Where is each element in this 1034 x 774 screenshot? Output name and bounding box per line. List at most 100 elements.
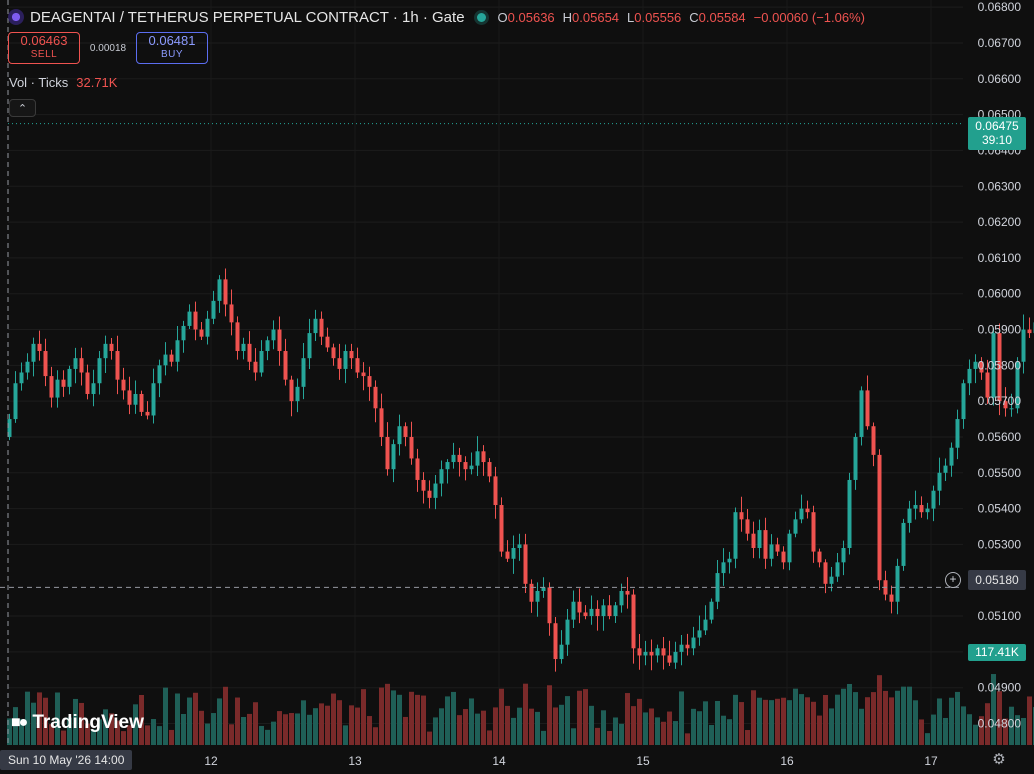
volume-bar [667, 711, 672, 745]
volume-bar [169, 729, 174, 745]
candle-body [733, 512, 738, 559]
volume-bar [847, 683, 852, 745]
volume-bar [523, 683, 528, 745]
volume-bar [595, 727, 600, 745]
volume-bar [727, 719, 732, 745]
collapse-indicators-button[interactable]: ⌃ [9, 99, 36, 117]
candle-body [991, 333, 996, 398]
buy-button[interactable]: 0.06481 BUY [136, 32, 208, 64]
candle-body [133, 393, 138, 405]
volume-bar [283, 714, 288, 745]
spread-value: 0.00018 [89, 42, 127, 54]
volume-bar [955, 691, 960, 745]
candle-body [397, 426, 402, 445]
candle-body [799, 508, 804, 520]
candle-body [709, 601, 714, 620]
tradingview-logo-icon: ■● [11, 714, 28, 731]
volume-bar [631, 706, 636, 745]
volume-bar [721, 715, 726, 745]
volume-bar [325, 705, 330, 745]
currency-logo-icon [8, 9, 24, 25]
candle-body [691, 637, 696, 649]
candle-body [625, 590, 630, 595]
candle-body [409, 436, 414, 459]
candle-body [925, 508, 930, 513]
volume-bar [241, 716, 246, 745]
volume-bar [295, 713, 300, 745]
price-axis[interactable]: 0.068000.067000.066000.065000.064000.063… [978, 0, 1022, 730]
volume-bar [637, 698, 642, 745]
volume-bar [859, 708, 864, 745]
volume-bar [577, 690, 582, 745]
volume-bar [343, 725, 348, 745]
candle-body [487, 462, 492, 477]
candle-body [529, 583, 534, 602]
volume-bar [421, 695, 426, 745]
volume-bar [1027, 696, 1032, 745]
candle-body [607, 605, 612, 617]
volume-bar [91, 729, 96, 745]
candle-body [787, 533, 792, 563]
candle-body [1027, 329, 1032, 334]
volume-bar [361, 689, 366, 745]
volume-bar [745, 730, 750, 745]
candle-body [85, 372, 90, 394]
candle-body [493, 476, 498, 506]
volume-bar [565, 696, 570, 745]
candlesticks [7, 268, 1034, 672]
volume-bar [313, 708, 318, 745]
volume-legend[interactable]: Vol · Ticks 32.71K [9, 75, 117, 90]
volume-bar [673, 721, 678, 745]
tradingview-watermark[interactable]: ■● TradingView [11, 712, 144, 734]
candle-body [181, 325, 186, 341]
candle-body [301, 358, 306, 387]
volume-bar [691, 708, 696, 745]
volume-bar [181, 713, 186, 745]
plus-icon[interactable]: + [945, 572, 961, 588]
volume-bar [193, 692, 198, 745]
volume-bar [979, 716, 984, 745]
sell-button[interactable]: 0.06463 SELL [8, 32, 80, 64]
candle-body [325, 336, 330, 348]
volume-bar [793, 688, 798, 745]
volume-bar [289, 713, 294, 745]
candle-body [523, 544, 528, 584]
symbol-title[interactable]: DEAGENTAI / TETHERUS PERPETUAL CONTRACT … [30, 8, 465, 26]
candle-body [145, 411, 150, 416]
candle-body [505, 551, 510, 559]
x-tick-label: 14 [492, 754, 506, 768]
volume-bar [703, 701, 708, 745]
volume-bar [763, 699, 768, 745]
collapse-icon: ⌃ [17, 102, 28, 115]
volume-bar [403, 716, 408, 745]
volume-bar [643, 712, 648, 745]
volume-bar [73, 698, 78, 745]
volume-bar [709, 725, 714, 745]
candle-body [187, 311, 192, 326]
candle-body [73, 358, 78, 369]
candle-body [109, 343, 114, 352]
volume-bar [553, 707, 558, 745]
candle-body [949, 447, 954, 466]
volume-bar [547, 685, 552, 745]
volume-bar [1021, 717, 1026, 745]
gear-icon[interactable]: ⚙ [992, 751, 1006, 768]
candle-body [475, 451, 480, 466]
candle-body [463, 462, 468, 470]
volume-bar [151, 719, 156, 745]
candle-body [25, 361, 30, 373]
volume-bar [115, 720, 120, 745]
candle-body [895, 565, 900, 602]
candle-body [289, 379, 294, 402]
volume-bar [25, 691, 30, 745]
candle-body [847, 479, 852, 549]
candle-body [163, 354, 168, 366]
volume-bar [163, 687, 168, 745]
volume-bars [7, 674, 1034, 745]
volume-bar [439, 708, 444, 745]
time-axis[interactable]: 12 13 14 15 16 17 [204, 754, 938, 768]
volume-bar [175, 693, 180, 745]
candle-body [469, 465, 474, 470]
x-tick-label: 13 [348, 754, 362, 768]
